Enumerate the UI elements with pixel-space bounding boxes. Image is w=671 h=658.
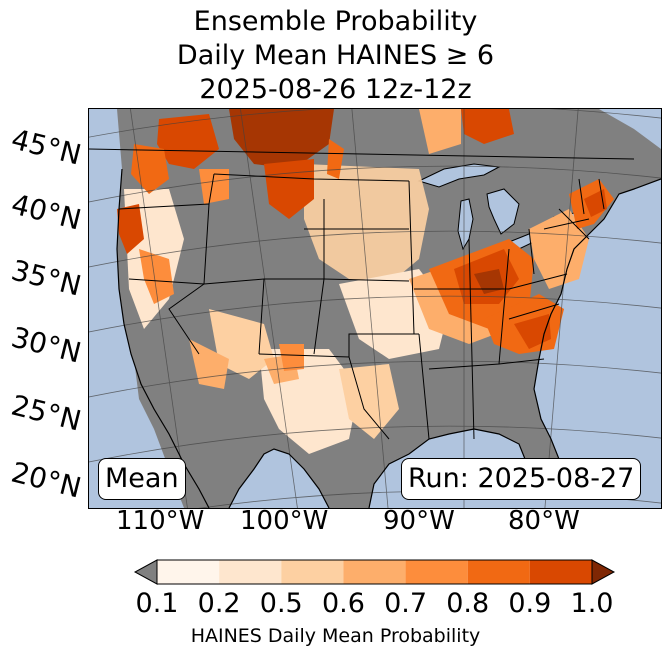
title-line-3: 2025-08-26 12z-12z — [199, 74, 472, 105]
lat-label-45: 45°N — [8, 122, 85, 172]
mexico-land — [134, 359, 209, 508]
map-canvas — [89, 109, 661, 508]
colorbar-segment — [281, 560, 344, 584]
colorbar-tick-label: 0.5 — [259, 588, 303, 619]
lake-huron — [486, 188, 520, 235]
colorbar-segment — [219, 560, 282, 584]
mean-label-box: Mean — [98, 458, 186, 500]
lat-label-20: 20°N — [8, 455, 85, 505]
lat-label-40: 40°N — [8, 187, 85, 237]
probability-fill — [117, 109, 614, 454]
lake-superior — [417, 163, 501, 188]
lat-label-25: 25°N — [8, 388, 85, 438]
lon-label-100w: 100°W — [240, 506, 329, 536]
title-line-1: Ensemble Probability — [193, 6, 478, 37]
colorbar-segment — [467, 560, 530, 584]
colorbar-under-arrow — [133, 559, 158, 585]
colorbar — [133, 559, 616, 585]
graticule — [89, 109, 661, 508]
coastline — [116, 168, 661, 508]
colorbar-segment — [157, 560, 220, 584]
colorbar-tick-label: 1.0 — [570, 588, 614, 619]
colorbar-over-arrow — [591, 559, 616, 585]
lat-label-35: 35°N — [8, 253, 85, 303]
lon-label-80w: 80°W — [508, 506, 580, 536]
colorbar-label: HAINES Daily Mean Probability — [190, 625, 481, 647]
colorbar-tick-label: 0.2 — [197, 588, 241, 619]
title-line-2: Daily Mean HAINES ≥ 6 — [176, 40, 495, 71]
colorbar-tick-label: 0.1 — [135, 588, 179, 619]
colorbar-segment — [405, 560, 468, 584]
run-date-box: Run: 2025-08-27 — [401, 458, 642, 500]
colorbar-tick-label: 0.9 — [508, 588, 552, 619]
state-borders — [89, 148, 635, 440]
colorbar-tick-label: 0.8 — [446, 588, 490, 619]
colorbar-segment — [343, 560, 406, 584]
colorbar-tick-label: 0.7 — [384, 588, 428, 619]
lon-label-110w: 110°W — [116, 506, 205, 536]
lat-label-30: 30°N — [8, 320, 85, 370]
map-panel — [88, 108, 662, 509]
colorbar-tick-label: 0.6 — [321, 588, 365, 619]
lon-label-90w: 90°W — [383, 506, 455, 536]
colorbar-segment — [529, 560, 592, 584]
